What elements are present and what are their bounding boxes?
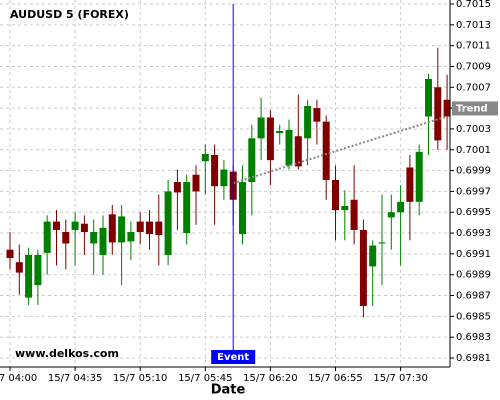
- y-tick-label: 0.6985: [456, 311, 491, 322]
- y-tick-label: 0.6993: [456, 228, 491, 239]
- candle-body: [80, 223, 88, 233]
- candle-body: [406, 167, 414, 202]
- candle-body: [90, 232, 98, 244]
- trend-label: Trend: [456, 103, 488, 114]
- candle-body: [15, 262, 23, 273]
- candle-body: [192, 174, 200, 192]
- candle-body: [62, 232, 70, 244]
- event-label: Event: [217, 352, 249, 363]
- x-axis-label: Date: [211, 383, 246, 398]
- candles: [6, 47, 451, 318]
- y-tick-label: 0.7003: [456, 124, 491, 135]
- y-tick-label: 0.6999: [456, 166, 491, 177]
- y-tick-label: 0.6997: [456, 186, 491, 197]
- candle-body: [313, 108, 321, 122]
- candle-body: [322, 121, 330, 180]
- candle-body: [239, 182, 246, 235]
- y-tick-label: 0.6981: [456, 353, 491, 364]
- y-tick-label: 0.7009: [456, 61, 491, 72]
- candle-body: [118, 216, 126, 243]
- candle-body: [146, 221, 153, 235]
- candle-body: [341, 205, 349, 211]
- candle-body: [434, 87, 442, 141]
- x-tick-label: 15/7 04:35: [48, 373, 102, 384]
- candle-body: [415, 151, 423, 202]
- y-tick-label: 0.6989: [456, 270, 491, 281]
- candle-body: [201, 153, 209, 162]
- candle-body: [211, 154, 219, 187]
- candle-body: [397, 201, 405, 213]
- y-tick-label: 0.7015: [456, 0, 491, 10]
- watermark: www.delkos.com: [15, 347, 119, 360]
- candle-body: [276, 131, 284, 134]
- candle-body: [369, 245, 377, 267]
- y-tick-label: 0.6983: [456, 332, 491, 343]
- candle-body: [425, 78, 432, 117]
- y-tick-label: 0.7001: [456, 145, 491, 156]
- event-label-box: [211, 350, 256, 364]
- trend-label-box: [452, 101, 498, 116]
- candle-body: [359, 229, 367, 306]
- candle-body: [6, 249, 14, 259]
- candle-body: [257, 117, 265, 139]
- candle-body: [285, 129, 293, 166]
- candle-body: [350, 199, 358, 230]
- trend-line: [232, 115, 448, 185]
- candle-body: [378, 242, 386, 244]
- x-tick-label: 15/7 06:20: [243, 373, 297, 384]
- candle-body: [173, 182, 181, 193]
- x-tick-label: 15/7 05:10: [113, 373, 167, 384]
- chart-title: AUDUSD 5 (FOREX): [10, 8, 129, 21]
- y-tick-label: 0.7011: [456, 41, 491, 52]
- x-tick-label: 15/7 07:30: [373, 373, 427, 384]
- candle-body: [53, 221, 60, 230]
- candle-body: [164, 191, 172, 255]
- candle-body: [155, 221, 163, 236]
- candle-body: [34, 254, 42, 286]
- candle-body: [266, 117, 274, 161]
- y-tick-label: 0.6995: [456, 207, 491, 218]
- candle-body: [443, 99, 451, 117]
- x-tick-label: 15/7 06:55: [308, 373, 362, 384]
- candle-body: [387, 212, 395, 218]
- candle-body: [71, 221, 79, 230]
- y-tick-label: 0.6991: [456, 249, 491, 260]
- candle-body: [127, 232, 135, 242]
- candle-body: [248, 138, 256, 183]
- candle-body: [108, 214, 116, 243]
- x-tick-label: 15/7 04:00: [0, 373, 37, 384]
- y-tick-label: 0.6987: [456, 291, 491, 302]
- candle-body: [43, 221, 51, 253]
- candle-body: [99, 227, 107, 255]
- x-tick-label: 15/7 05:45: [178, 373, 232, 384]
- candle-body: [136, 221, 144, 233]
- candle-body: [220, 169, 228, 187]
- y-tick-label: 0.7007: [456, 82, 491, 93]
- candle-body: [183, 182, 191, 234]
- candle-body: [304, 106, 312, 139]
- y-tick-label: 0.7013: [456, 20, 491, 31]
- candle-body: [294, 136, 302, 167]
- candle-body: [332, 179, 339, 211]
- candle-body: [25, 254, 33, 298]
